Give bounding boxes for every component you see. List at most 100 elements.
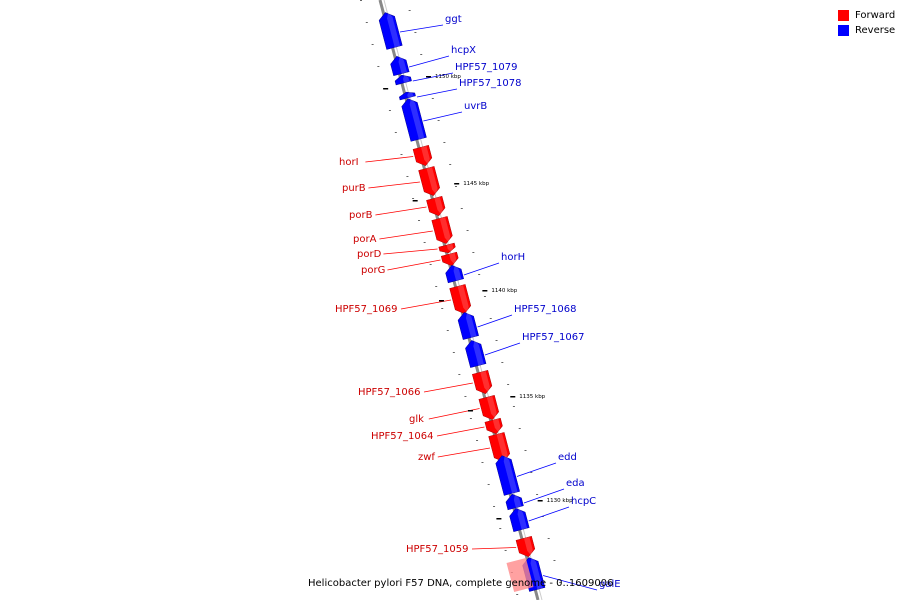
gene-label: HPF57_1066	[358, 387, 420, 398]
gene-arrow	[394, 74, 412, 86]
forward-swatch	[838, 10, 849, 21]
gene-arrow	[378, 12, 403, 50]
legend: Forward Reverse	[838, 8, 895, 38]
gene-connector	[379, 230, 433, 240]
gene-arrow-highlight	[409, 97, 425, 140]
guide-dot	[466, 230, 469, 231]
gene-label: porG	[361, 265, 385, 276]
gene-arrow-highlight	[453, 264, 462, 281]
guide-dot	[435, 286, 438, 287]
gene-arrow	[472, 370, 493, 394]
gene-arrow	[418, 166, 440, 196]
axis-tick	[510, 396, 516, 398]
guide-dot	[423, 242, 426, 243]
guide-dot	[516, 594, 519, 595]
guide-dot	[536, 494, 539, 495]
gene-connector	[523, 488, 565, 504]
guide-dot	[371, 44, 374, 45]
gene-arrow-highlight	[407, 91, 414, 98]
guide-dot	[400, 154, 403, 155]
axis-marker-label: 1150 kbp	[435, 74, 461, 80]
gene-connector	[365, 156, 414, 163]
gene-label: ggt	[445, 14, 462, 25]
gene-arrow	[445, 264, 464, 284]
gene-arrow-highlight	[492, 418, 501, 434]
gene-connector	[516, 462, 557, 477]
guide-dot	[414, 32, 417, 33]
gene-label: hcpC	[571, 496, 596, 507]
gene-connector	[387, 259, 441, 271]
gene-arrow-highlight	[517, 507, 528, 530]
reverse-swatch	[838, 25, 849, 36]
guide-dot	[377, 66, 380, 67]
guide-dot	[388, 110, 391, 111]
gene-arrow	[401, 98, 427, 142]
guide-dot	[412, 198, 415, 199]
axis-minor-tick	[439, 300, 444, 302]
gene-label: galE	[599, 579, 621, 590]
axis-marker-label: 1130 kbp	[547, 498, 573, 504]
gene-connector	[416, 88, 458, 98]
guide-dot	[406, 176, 409, 177]
guide-dot	[476, 440, 479, 441]
gene-label: HPF57_1069	[335, 304, 397, 315]
gene-label: porB	[349, 210, 373, 221]
axis-minor-tick	[412, 200, 418, 202]
gene-arrow-highlight	[426, 166, 438, 195]
gene-arrow	[398, 91, 416, 101]
guide-dot	[553, 560, 556, 561]
gene-arrow-highlight	[387, 11, 401, 48]
gene-label: glk	[409, 414, 424, 425]
gene-label: zwf	[418, 452, 435, 463]
gene-label: porD	[357, 249, 382, 260]
gene-arrow-highlight	[530, 556, 543, 590]
gene-label: porA	[353, 234, 377, 245]
guide-dot	[365, 22, 368, 23]
guide-dot	[495, 340, 498, 341]
gene-label: HPF57_1059	[406, 544, 468, 555]
gene-connector	[368, 181, 420, 189]
gene-connector	[471, 547, 517, 550]
guide-dot	[547, 538, 550, 539]
gene-connector	[409, 55, 450, 68]
legend-forward: Forward	[838, 8, 895, 23]
gene-arrow	[431, 216, 453, 244]
gene-arrow	[505, 493, 524, 511]
gene-connector	[412, 72, 454, 82]
guide-dot	[452, 352, 455, 353]
gene-arrow-highlight	[446, 243, 454, 253]
guide-dot	[504, 550, 507, 551]
gene-fade	[506, 557, 534, 593]
gene-arrow-highlight	[465, 311, 477, 338]
guide-dot	[469, 418, 472, 419]
gene-connector	[423, 111, 463, 122]
guide-dot	[360, 0, 362, 1]
guide-dot	[446, 330, 449, 331]
gene-connector	[528, 506, 570, 522]
guide-dot	[472, 252, 475, 253]
guide-dot	[449, 164, 452, 165]
axis-tick	[454, 183, 460, 185]
genome-caption: Helicobacter pylori F57 DNA, complete ge…	[308, 578, 614, 589]
axis-tick	[482, 290, 488, 292]
gene-label: HPF57_1079	[455, 62, 517, 73]
guide-dot	[481, 462, 484, 463]
gene-arrow-highlight	[449, 252, 457, 266]
guide-dot	[478, 274, 481, 275]
guide-dot	[507, 384, 510, 385]
gene-arrow	[457, 312, 479, 340]
gene-arrow-highlight	[420, 145, 430, 165]
gene-arrow	[440, 251, 459, 267]
legend-reverse: Reverse	[838, 23, 895, 38]
guide-dot	[418, 220, 421, 221]
gene-arrow-highlight	[496, 432, 508, 461]
gene-label: HPF57_1064	[371, 431, 433, 442]
guide-dot	[559, 582, 562, 583]
guide-dot	[501, 362, 504, 363]
gene-arrow-highlight	[398, 55, 408, 74]
gene-arrow	[495, 455, 520, 496]
gene-label: edd	[558, 452, 577, 463]
guide-dot	[458, 374, 461, 375]
gene-arrow-highlight	[434, 196, 443, 215]
axis-marker-label: 1140 kbp	[491, 288, 517, 294]
